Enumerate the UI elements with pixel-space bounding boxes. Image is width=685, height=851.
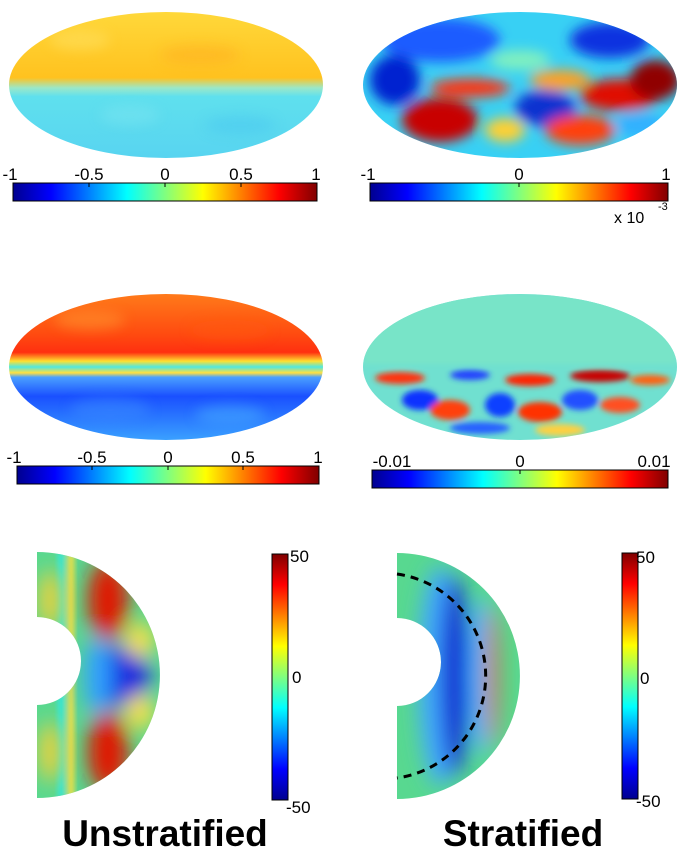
colorbar-1-tick-4: 0.5	[229, 165, 253, 184]
colorbar-6-tick-top: 50	[636, 548, 655, 567]
colorbar-4: -0.01 0 0.01	[371, 452, 671, 489]
colorbar-1: -1 -0.5 0 0.5 1	[2, 165, 321, 202]
colorbar-2-tick-3: 1	[661, 165, 670, 184]
colorbar-3-tick-3: 0	[163, 448, 172, 467]
colorbar-2-multiplier: x 10	[614, 210, 644, 227]
colorbar-5-tick-bottom: -50	[286, 798, 311, 817]
colorbar-6-tick-mid: 0	[640, 669, 649, 688]
slice-panel-stratified	[396, 553, 520, 799]
colorbar-3-tick-5: 1	[313, 448, 322, 467]
colorbar-4-tick-2: 0	[515, 452, 524, 471]
map-panel-4	[363, 294, 677, 440]
colorbar-4-tick-1: -0.01	[373, 452, 412, 471]
colorbar-1-tick-5: 1	[311, 165, 320, 184]
slice-panel-unstratified	[37, 552, 160, 798]
colorbar-3-tick-1: -1	[6, 448, 21, 467]
map-panel-1	[9, 12, 323, 158]
colorbar-2-tick-1: -1	[360, 165, 375, 184]
title-stratified: Stratified	[443, 813, 603, 851]
colorbar-1-tick-1: -1	[2, 165, 17, 184]
colorbar-4-tick-3: 0.01	[637, 452, 670, 471]
title-unstratified: Unstratified	[62, 813, 268, 851]
colorbar-1-tick-2: -0.5	[74, 165, 103, 184]
map-panel-2	[363, 12, 677, 158]
colorbar-5: 50 0 -50	[271, 547, 311, 817]
colorbar-3: -1 -0.5 0 0.5 1	[6, 448, 323, 485]
colorbar-3-tick-2: -0.5	[77, 448, 106, 467]
colorbar-2-tick-2: 0	[514, 165, 523, 184]
colorbar-6-tick-bottom: -50	[636, 792, 661, 811]
colorbar-3-tick-4: 0.5	[231, 448, 255, 467]
colorbar-1-tick-3: 0	[160, 165, 169, 184]
colorbar-2: -1 0 1 x 10 -3	[360, 165, 670, 227]
colorbar-2-exponent: -3	[658, 201, 668, 213]
colorbar-6: 50 0 -50	[621, 548, 661, 811]
dashed-boundary	[396, 572, 488, 780]
colorbar-5-tick-top: 50	[290, 547, 309, 566]
map-panel-3	[9, 294, 323, 440]
colorbar-5-tick-mid: 0	[292, 668, 301, 687]
